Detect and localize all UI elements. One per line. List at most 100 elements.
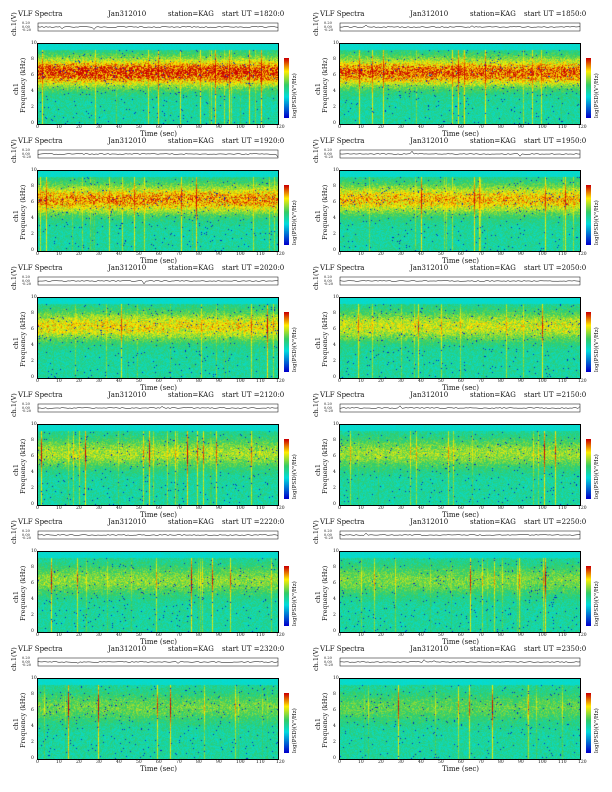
time-tick-label: 90 (216, 633, 222, 638)
freq-tick-label: 6 (31, 200, 34, 205)
time-tick-label: 60 (156, 125, 162, 130)
channel-tick-label: -0.20 (22, 28, 31, 32)
colorbar-axis-label: log(PSD)(V²/Hz) (292, 454, 298, 499)
freq-tick-label: 2 (333, 359, 336, 364)
time-tick-label: 20 (76, 125, 82, 130)
waveform-line (37, 280, 279, 285)
freq-tick-label: 2 (31, 740, 34, 745)
time-tick-label: 30 (96, 506, 102, 511)
freq-tick-label: 10 (333, 549, 339, 554)
start-label: start UT = (222, 645, 260, 653)
time-tick-label: 40 (418, 125, 424, 130)
start-ut-label: start UT =1920:0 (222, 137, 284, 146)
channel-tick-label: 0.20 (22, 529, 30, 533)
channel-tick-label: 0.00 (22, 405, 30, 410)
colorbar-axis-label: log(PSD)(V²/Hz) (594, 327, 600, 372)
freq-axis-label: Frequency (kHz) (19, 57, 27, 113)
colorbar (586, 185, 591, 245)
freq-tick-label: 2 (333, 613, 336, 618)
time-tick-label: 20 (378, 633, 384, 638)
time-tick-label: 40 (418, 379, 424, 384)
waveform-line (339, 659, 581, 663)
freq-axis-label: Frequency (kHz) (19, 184, 27, 240)
freq-tick-label: 8 (333, 692, 336, 697)
freq-tick-label: 6 (333, 73, 336, 78)
ut-value: 1850:0 (561, 10, 587, 18)
time-axis-label: Time (sec) (140, 384, 178, 392)
time-tick-label: 40 (116, 125, 122, 130)
freq-tick-label: 2 (333, 486, 336, 491)
time-tick-label: 70 (478, 125, 484, 130)
time-tick-label: 80 (498, 125, 504, 130)
time-tick-label: 110 (256, 506, 265, 511)
time-tick-label: 60 (156, 633, 162, 638)
start-ut-label: start UT =1850:0 (524, 10, 586, 19)
waveform-line (339, 150, 581, 157)
time-tick-label: 100 (236, 252, 245, 257)
freq-axis-label: Frequency (kHz) (321, 311, 329, 367)
time-tick-label: 20 (378, 379, 384, 384)
freq-tick-label: 0 (31, 756, 34, 761)
freq-tick-label: 6 (333, 708, 336, 713)
time-tick-label: 0 (338, 760, 341, 765)
freq-tick-label: 2 (31, 359, 34, 364)
time-tick-label: 120 (276, 506, 285, 511)
freq-tick-label: 0 (31, 375, 34, 380)
time-tick-label: 50 (136, 760, 142, 765)
channel-axis-label: ch.1(V) (312, 12, 320, 36)
chart-title: VLF Spectra (18, 391, 63, 399)
time-tick-label: 80 (498, 760, 504, 765)
freq-tick-label: 4 (333, 470, 336, 475)
time-axis-label: Time (sec) (140, 257, 178, 265)
time-tick-label: 110 (256, 633, 265, 638)
colorbar-axis-label: log(PSD)(V²/Hz) (594, 200, 600, 245)
time-tick-label: 40 (116, 633, 122, 638)
station-label: station=KAG (168, 518, 214, 526)
channel-tick-label: 0.20 (22, 275, 30, 279)
freq-tick-label: 2 (333, 232, 336, 237)
time-tick-label: 60 (458, 379, 464, 384)
time-tick-label: 40 (116, 506, 122, 511)
colorbar-axis-label: log(PSD)(V²/Hz) (594, 581, 600, 626)
time-axis-label: Time (sec) (442, 511, 480, 519)
start-ut-label: start UT =2220:0 (222, 518, 284, 527)
time-tick-label: 80 (196, 379, 202, 384)
time-tick-label: 120 (578, 252, 587, 257)
time-tick-label: 40 (116, 760, 122, 765)
waveform-line (37, 406, 279, 410)
freq-axis-label: Frequency (kHz) (19, 692, 27, 748)
time-tick-label: 60 (458, 506, 464, 511)
freq-tick-label: 2 (31, 232, 34, 237)
freq-tick-label: 10 (333, 295, 339, 300)
time-tick-label: 10 (358, 633, 364, 638)
time-tick-label: 20 (378, 252, 384, 257)
ut-value: 2050:0 (561, 264, 587, 272)
spectrogram-heatmap (339, 424, 581, 506)
time-tick-label: 0 (36, 506, 39, 511)
waveform-line (339, 405, 581, 409)
freq-tick-label: 0 (31, 121, 34, 126)
channel-axis-label: ch.1(V) (312, 393, 320, 417)
time-tick-label: 30 (398, 379, 404, 384)
date-label: Jan312010 (108, 264, 147, 272)
channel-waveform (37, 657, 279, 667)
spectrogram-panel: VLF Spectra Jan312010 station=KAG start UT … (310, 645, 610, 773)
time-tick-label: 10 (56, 633, 62, 638)
time-tick-label: 10 (358, 379, 364, 384)
start-ut-label: start UT =2350:0 (524, 645, 586, 654)
time-tick-label: 70 (176, 506, 182, 511)
channel-tick-label: 0.00 (22, 659, 30, 664)
spectrogram-panel: VLF Spectra Jan312010 station=KAG start UT … (8, 518, 308, 646)
time-tick-label: 50 (438, 506, 444, 511)
freq-tick-label: 0 (333, 756, 336, 761)
colorbar-axis-label: log(PSD)(V²/Hz) (594, 454, 600, 499)
start-ut-label: start UT =2250:0 (524, 518, 586, 527)
freq-tick-label: 6 (31, 73, 34, 78)
freq-tick-label: 2 (333, 740, 336, 745)
time-tick-label: 50 (136, 252, 142, 257)
time-tick-label: 10 (56, 125, 62, 130)
start-ut-label: start UT =2120:0 (222, 391, 284, 400)
freq-tick-label: 8 (31, 311, 34, 316)
freq-tick-label: 0 (31, 248, 34, 253)
time-tick-label: 120 (276, 379, 285, 384)
